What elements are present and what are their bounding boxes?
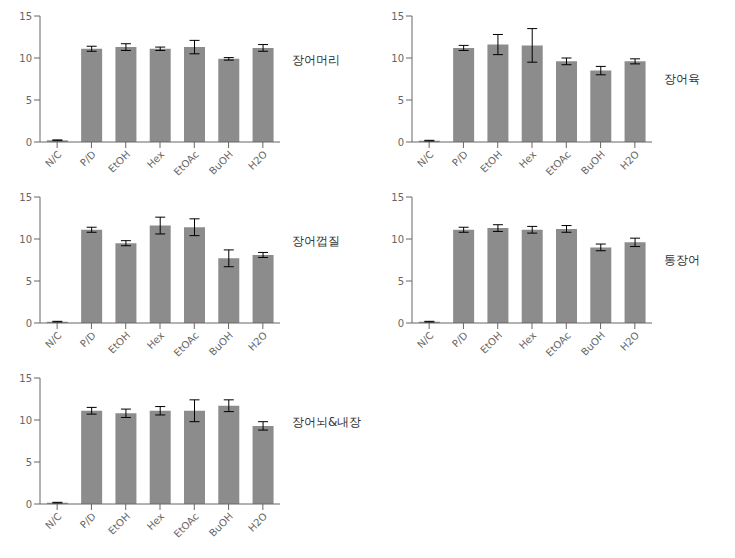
svg-text:Hex: Hex <box>145 330 167 352</box>
svg-text:EtOH: EtOH <box>478 149 504 175</box>
svg-text:EtOAc: EtOAc <box>544 330 573 359</box>
svg-text:0: 0 <box>26 499 32 510</box>
svg-text:15: 15 <box>19 192 32 203</box>
svg-text:N/C: N/C <box>415 149 435 169</box>
svg-text:BuOH: BuOH <box>207 511 235 539</box>
svg-text:H2O: H2O <box>246 149 269 172</box>
svg-text:EtOAc: EtOAc <box>544 149 573 178</box>
svg-text:BuOH: BuOH <box>579 330 607 358</box>
svg-text:5: 5 <box>398 95 404 106</box>
svg-text:H2O: H2O <box>618 149 641 172</box>
svg-text:EtOH: EtOH <box>106 511 132 537</box>
svg-text:BuOH: BuOH <box>207 149 235 177</box>
svg-text:5: 5 <box>26 276 32 287</box>
svg-text:EtOAc: EtOAc <box>172 149 201 178</box>
svg-text:10: 10 <box>391 53 404 64</box>
svg-text:10: 10 <box>19 53 32 64</box>
svg-text:0: 0 <box>26 318 32 329</box>
svg-text:EtOAc: EtOAc <box>172 511 201 540</box>
svg-text:10: 10 <box>19 415 32 426</box>
svg-text:N/C: N/C <box>415 330 435 350</box>
html-text:통장어: 통장어 <box>664 252 700 267</box>
svg-text:0: 0 <box>398 318 404 329</box>
svg-text:P/D: P/D <box>78 510 98 530</box>
svg-text:EtOAc: EtOAc <box>172 330 201 359</box>
svg-text:EtOH: EtOH <box>106 149 132 175</box>
svg-text:Hex: Hex <box>145 511 167 533</box>
html-text:장어머리: 장어머리 <box>292 52 340 67</box>
svg-text:5: 5 <box>26 95 32 106</box>
svg-text:P/D: P/D <box>450 329 470 349</box>
svg-text:N/C: N/C <box>43 511 63 531</box>
svg-text:15: 15 <box>19 11 32 22</box>
svg-text:10: 10 <box>391 234 404 245</box>
svg-text:Hex: Hex <box>145 149 167 171</box>
svg-text:0: 0 <box>26 137 32 148</box>
svg-text:0: 0 <box>398 137 404 148</box>
html-text:장어껍질: 장어껍질 <box>292 233 340 248</box>
svg-text:10: 10 <box>19 234 32 245</box>
svg-text:P/D: P/D <box>450 148 470 168</box>
svg-text:15: 15 <box>391 192 404 203</box>
svg-text:BuOH: BuOH <box>579 149 607 177</box>
svg-text:H2O: H2O <box>246 330 269 353</box>
svg-text:P/D: P/D <box>78 329 98 349</box>
svg-text:Hex: Hex <box>517 330 539 352</box>
svg-text:N/C: N/C <box>43 149 63 169</box>
svg-text:15: 15 <box>19 373 32 384</box>
svg-text:BuOH: BuOH <box>207 330 235 358</box>
svg-text:P/D: P/D <box>78 148 98 168</box>
svg-text:15: 15 <box>391 11 404 22</box>
svg-text:Hex: Hex <box>517 149 539 171</box>
svg-text:H2O: H2O <box>618 330 641 353</box>
svg-text:5: 5 <box>26 457 32 468</box>
svg-text:EtOH: EtOH <box>478 330 504 356</box>
svg-text:EtOH: EtOH <box>106 330 132 356</box>
svg-text:H2O: H2O <box>246 511 269 534</box>
html-text:장어육: 장어육 <box>664 71 700 86</box>
svg-text:N/C: N/C <box>43 330 63 350</box>
svg-text:5: 5 <box>398 276 404 287</box>
html-text:장어뇌&내장: 장어뇌&내장 <box>292 414 362 429</box>
